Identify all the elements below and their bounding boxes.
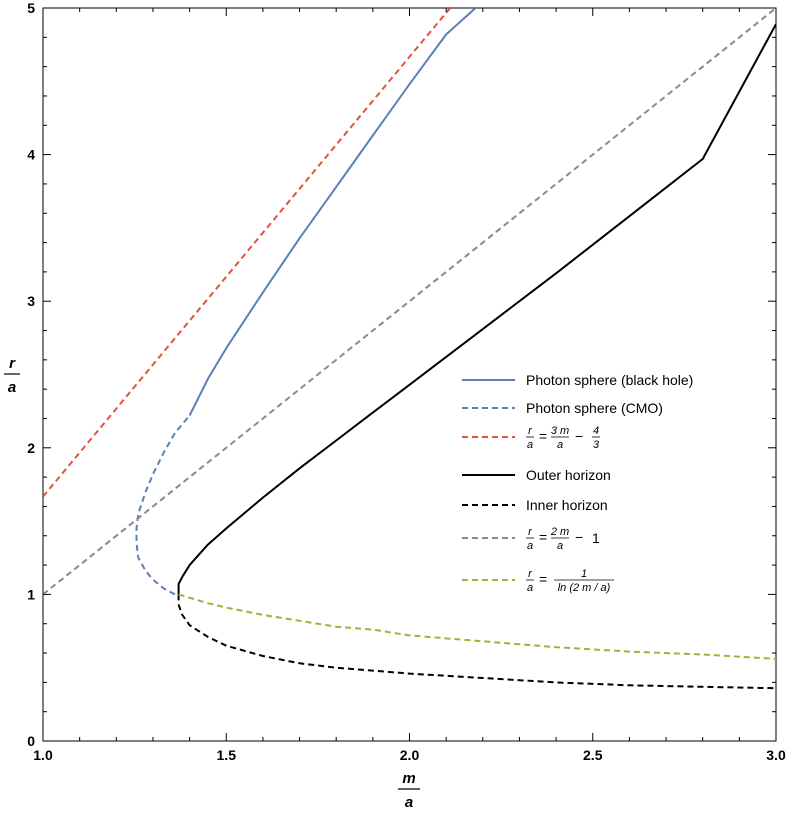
legend-item: Photon sphere (black hole): [462, 372, 693, 388]
legend-label: Inner horizon: [526, 497, 608, 513]
legend-lhs-denominator: a: [527, 582, 533, 594]
legend-item: Outer horizon: [462, 467, 611, 483]
series-line-6: [43, 8, 776, 596]
legend-rhs-denominator: a: [557, 439, 563, 451]
legend-label: Outer horizon: [526, 467, 611, 483]
legend-item: Photon sphere (CMO): [462, 400, 663, 416]
y-tick-label: 1: [27, 586, 35, 602]
legend-item: Inner horizon: [462, 497, 608, 513]
legend-label: Photon sphere (black hole): [526, 372, 693, 388]
legend-operator: −: [575, 428, 583, 444]
legend-equals: =: [539, 529, 547, 545]
x-tick-label: 1.0: [33, 747, 53, 763]
x-tick-label: 3.0: [766, 747, 786, 763]
series-line-7: [178, 593, 776, 660]
series-line-1: [188, 8, 477, 416]
legend-lhs-denominator: a: [527, 439, 533, 451]
legend: Photon sphere (black hole) Photon sphere …: [462, 372, 693, 594]
legend-rhs-numerator: 3 m: [551, 425, 569, 437]
x-tick-label: 2.5: [583, 747, 603, 763]
x-tick-label: 1.5: [217, 747, 237, 763]
y-tick-label: 2: [27, 440, 35, 456]
x-axis-label: ma: [398, 770, 420, 811]
legend-rhs-denominator: a: [557, 540, 563, 552]
legend-lhs-numerator: r: [528, 526, 533, 538]
legend-constant-denominator: 3: [593, 439, 600, 451]
legend-equals: =: [539, 428, 547, 444]
series-line-4: [177, 23, 776, 595]
legend-item: ra= 2 ma− 1: [462, 526, 600, 552]
y-tick-label: 3: [27, 293, 35, 309]
legend-equals: =: [539, 571, 547, 587]
x-axis-label-denominator: a: [405, 794, 413, 811]
legend-rhs-numerator: 1: [581, 568, 587, 580]
x-tick-label: 2.0: [400, 747, 420, 763]
legend-lhs-numerator: r: [528, 568, 533, 580]
series-line-3: [43, 8, 451, 498]
series-line-5: [177, 594, 776, 690]
legend-constant-numerator: 4: [593, 425, 599, 437]
legend-label: Photon sphere (CMO): [526, 400, 663, 416]
legend-rhs-denominator: ln (2 m / a): [558, 582, 611, 594]
y-tick-label: 5: [27, 0, 35, 16]
y-tick-label: 4: [27, 147, 35, 163]
legend-item: ra= 3 ma− 43: [462, 425, 600, 451]
series-line-2: [135, 414, 191, 596]
legend-rhs-numerator: 2 m: [550, 526, 569, 538]
legend-lhs-numerator: r: [528, 425, 533, 437]
y-axis-label: ra: [4, 355, 20, 396]
x-axis-label-numerator: m: [402, 770, 415, 787]
legend-lhs-denominator: a: [527, 540, 533, 552]
legend-item: ra = 1 ln (2 m / a): [462, 568, 614, 594]
y-tick-label: 0: [27, 733, 35, 749]
y-axis-label-denominator: a: [8, 379, 16, 396]
legend-operator: −: [575, 529, 583, 545]
legend-constant: 1: [592, 530, 600, 546]
y-axis-label-numerator: r: [9, 355, 16, 372]
